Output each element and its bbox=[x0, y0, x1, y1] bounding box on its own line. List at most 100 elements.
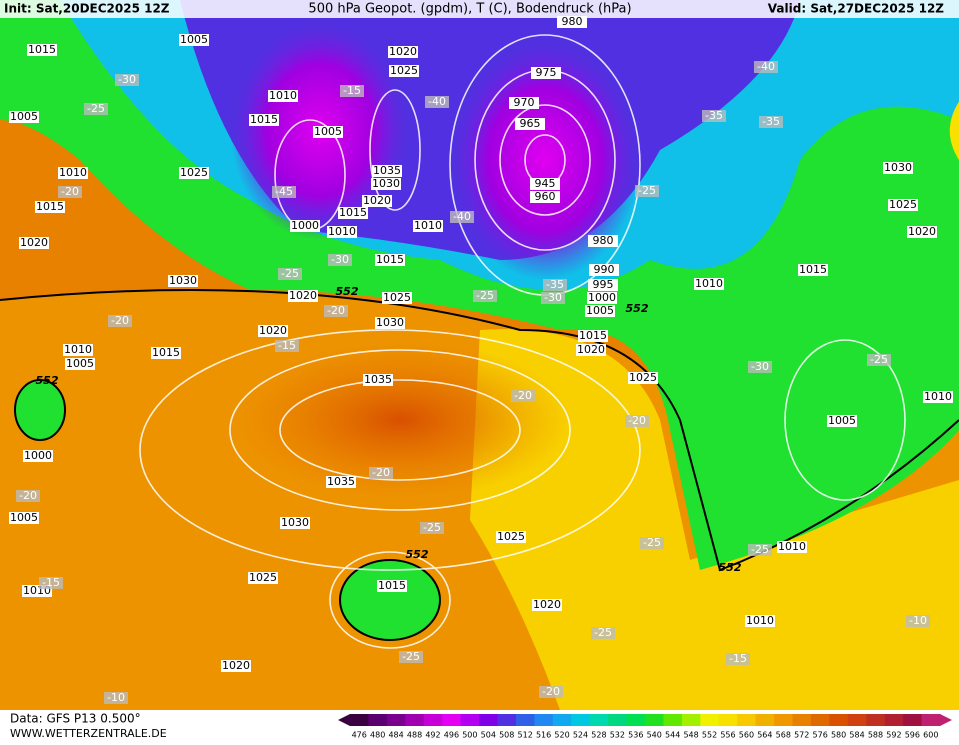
isobar-label: 1025 bbox=[889, 198, 917, 211]
isobar-label: 1010 bbox=[328, 225, 356, 238]
temp-label-box bbox=[543, 279, 567, 291]
temp-label: -25 bbox=[870, 353, 888, 366]
temp-label: -25 bbox=[423, 521, 441, 534]
isobar-label-box bbox=[798, 264, 828, 276]
colorbar-label: 552 bbox=[702, 731, 717, 740]
colorbar-label: 572 bbox=[794, 731, 809, 740]
isobar-label: 1020 bbox=[289, 289, 317, 302]
temp-label: -25 bbox=[402, 650, 420, 663]
colorbar-swatch bbox=[571, 714, 591, 726]
temp-label-box bbox=[425, 96, 449, 108]
isobar-label: 965 bbox=[520, 117, 541, 130]
isobar-label: 1020 bbox=[389, 45, 417, 58]
colorbar-label: 496 bbox=[444, 731, 459, 740]
temp-label: -30 bbox=[118, 73, 136, 86]
colorbar-label: 504 bbox=[481, 731, 496, 740]
colorbar-label: 508 bbox=[499, 731, 514, 740]
isobar-label: 1030 bbox=[169, 274, 197, 287]
isobar-label: 1025 bbox=[390, 64, 418, 77]
isobar-label: 1005 bbox=[586, 304, 614, 317]
isobar-label: 1000 bbox=[588, 291, 616, 304]
colorbar-label: 596 bbox=[905, 731, 920, 740]
isobar-label-box bbox=[589, 264, 619, 276]
temp-label-box bbox=[104, 692, 128, 704]
isobar-label: 1015 bbox=[36, 200, 64, 213]
colorbar-label: 520 bbox=[554, 731, 569, 740]
temp-label-box bbox=[328, 254, 352, 266]
colorbar-swatch bbox=[700, 714, 720, 726]
temp-label: -40 bbox=[428, 95, 446, 108]
isobar-label-box bbox=[557, 16, 587, 28]
colorbar-swatch bbox=[515, 714, 535, 726]
isobar-label-box bbox=[27, 44, 57, 56]
colorbar-swatch bbox=[681, 714, 701, 726]
colorbar-arrow-right bbox=[940, 714, 952, 726]
isobar-label: 960 bbox=[535, 190, 556, 203]
isobar-label: 1005 bbox=[314, 125, 342, 138]
isobar-label-box bbox=[179, 167, 209, 179]
isobar-label: 945 bbox=[535, 177, 556, 190]
colorbar-label: 480 bbox=[370, 731, 385, 740]
temp-label-box bbox=[278, 268, 302, 280]
isobar-label-box bbox=[65, 358, 95, 370]
temp-label-box bbox=[340, 85, 364, 97]
isobar-label: 1035 bbox=[327, 475, 355, 488]
isobar-label: 1015 bbox=[378, 579, 406, 592]
colorbar-swatch bbox=[368, 714, 388, 726]
height-label: 552 bbox=[719, 561, 742, 574]
colorbar-swatch bbox=[810, 714, 830, 726]
temp-label-box bbox=[702, 110, 726, 122]
isobar-label-box bbox=[338, 207, 368, 219]
isobar-label-box bbox=[58, 167, 88, 179]
colorbar-label: 500 bbox=[462, 731, 477, 740]
isobar-label-box bbox=[326, 476, 356, 488]
colorbar-label: 524 bbox=[573, 731, 588, 740]
isobar-label: 1000 bbox=[291, 219, 319, 232]
map-background bbox=[0, 0, 959, 710]
isobar-label-box bbox=[827, 415, 857, 427]
isobar-label: 975 bbox=[536, 66, 557, 79]
map-title: 500 hPa Geopot. (gpdm), T (C), Bodendruc… bbox=[308, 2, 631, 17]
temp-label: -25 bbox=[751, 543, 769, 556]
isobar-label: 1025 bbox=[497, 530, 525, 543]
colorbar-swatch bbox=[774, 714, 793, 726]
colorbar-label: 548 bbox=[683, 731, 698, 740]
isobar-label-box bbox=[151, 347, 181, 359]
colorbar-swatch bbox=[534, 714, 554, 726]
isobar-label-box bbox=[9, 111, 39, 123]
temp-label: -20 bbox=[19, 489, 37, 502]
temp-label: -35 bbox=[705, 109, 723, 122]
isobar-label: 1010 bbox=[64, 343, 92, 356]
temp-label: -15 bbox=[729, 652, 747, 665]
temp-label: -25 bbox=[638, 184, 656, 197]
isobar-label-box bbox=[221, 660, 251, 672]
isobar-label-box bbox=[588, 235, 618, 247]
isobar-label: 1005 bbox=[828, 414, 856, 427]
isobar-label-box bbox=[179, 34, 209, 46]
isobar-label-box bbox=[363, 374, 393, 386]
isobar-label: 1010 bbox=[269, 89, 297, 102]
temp-label-box bbox=[754, 61, 778, 73]
isobar-label: 1025 bbox=[180, 166, 208, 179]
isobar-label-box bbox=[413, 220, 443, 232]
colorbar-label: 488 bbox=[407, 731, 422, 740]
site: WWW.WETTERZENTRALE.DE bbox=[10, 727, 167, 740]
isobar-label-box bbox=[372, 165, 402, 177]
isobar-label: 990 bbox=[594, 263, 615, 276]
temp-label-box bbox=[58, 186, 82, 198]
isobar-label: 1010 bbox=[695, 277, 723, 290]
isobar-label-box bbox=[249, 114, 279, 126]
isobar-label-box bbox=[375, 317, 405, 329]
temp-label-box bbox=[39, 577, 63, 589]
temp-label-box bbox=[473, 290, 497, 302]
isobar-label-box bbox=[515, 118, 545, 130]
isobar-label: 1030 bbox=[884, 161, 912, 174]
temp-label: -15 bbox=[42, 576, 60, 589]
isobar-label: 1030 bbox=[372, 177, 400, 190]
isobar-label-box bbox=[362, 195, 392, 207]
temp-label-box bbox=[591, 627, 615, 639]
isobar-label: 1005 bbox=[180, 33, 208, 46]
isobar-label: 1020 bbox=[363, 194, 391, 207]
colorbar-label: 556 bbox=[720, 731, 735, 740]
